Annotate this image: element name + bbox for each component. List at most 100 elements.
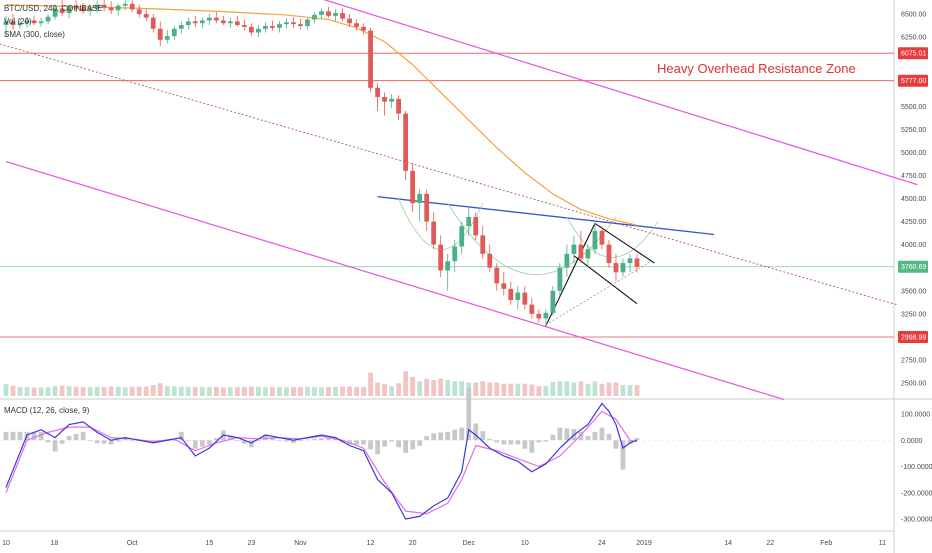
price-tag-0 xyxy=(898,47,928,60)
time-tick-label-3: 15 xyxy=(205,540,213,547)
volume-bar-74 xyxy=(522,383,528,396)
volume-bar-78 xyxy=(550,382,556,396)
candle-body-15 xyxy=(108,7,114,11)
histogram-bar-60 xyxy=(424,436,430,441)
volume-bar-51 xyxy=(361,387,366,396)
price-tag-label-1: 5777.00 xyxy=(901,78,926,85)
candle-body-17 xyxy=(122,3,128,6)
histogram-bar-59 xyxy=(417,440,423,446)
candle-body-83 xyxy=(585,249,591,259)
sma-line xyxy=(5,4,638,226)
volume-bar-63 xyxy=(445,380,451,396)
resistance-zone-annotation: Heavy Overhead Resistance Zone xyxy=(657,61,856,76)
candle-body-54 xyxy=(382,97,387,102)
signal-line xyxy=(5,410,638,515)
histogram-bar-26 xyxy=(185,440,191,442)
candle-body-31 xyxy=(220,20,226,24)
volume-bar-82 xyxy=(578,381,584,396)
candle-body-21 xyxy=(150,17,156,29)
volume-bar-29 xyxy=(206,387,212,396)
histogram-bar-35 xyxy=(248,440,254,448)
candle-body-81 xyxy=(571,244,577,254)
histogram-bar-64 xyxy=(452,429,458,441)
overlay-layer xyxy=(0,0,918,401)
volume-bar-34 xyxy=(241,387,247,396)
candle-body-87 xyxy=(613,263,619,273)
histogram-bar-44 xyxy=(312,438,317,441)
price-tag-1 xyxy=(898,74,928,87)
histogram-bar-43 xyxy=(305,439,310,441)
histogram-bar-40 xyxy=(284,440,289,442)
candle-body-59 xyxy=(417,193,423,204)
candle-body-14 xyxy=(101,4,107,8)
volume-bar-44 xyxy=(312,387,317,396)
candle-body-2 xyxy=(17,23,23,26)
candle-body-50 xyxy=(354,23,359,27)
candle-body-62 xyxy=(438,244,444,271)
histogram-bar-65 xyxy=(459,427,465,441)
volume-bar-32 xyxy=(227,387,233,396)
volume-bar-76 xyxy=(536,386,542,396)
candle-body-64 xyxy=(452,246,458,262)
histogram-bar-6 xyxy=(45,440,51,443)
volume-bar-40 xyxy=(284,387,289,396)
candle-body-20 xyxy=(143,14,149,18)
candle-body-70 xyxy=(494,267,500,284)
histogram-bar-77 xyxy=(543,440,549,442)
candle-body-39 xyxy=(277,24,282,28)
histogram-bar-53 xyxy=(375,440,380,455)
sma-legend[interactable]: SMA (300, close) xyxy=(4,30,65,39)
volume-legend[interactable]: Vol (20) xyxy=(4,17,32,26)
volume-bar-8 xyxy=(59,385,65,396)
macd-legend[interactable]: MACD (12, 26, close, 9) xyxy=(4,406,90,415)
symbol-legend[interactable]: BTC/USD, 240, COINBASE xyxy=(4,4,103,13)
volume-bar-80 xyxy=(564,381,570,396)
histogram-bar-52 xyxy=(368,440,373,450)
histogram-bar-0 xyxy=(3,431,9,441)
histogram-bar-2 xyxy=(17,431,23,441)
volume-bar-27 xyxy=(192,387,198,396)
candle-body-47 xyxy=(333,13,338,16)
volume-bar-41 xyxy=(291,387,296,396)
histogram-bar-41 xyxy=(291,440,296,444)
histogram-bar-73 xyxy=(515,440,521,445)
volume-bar-24 xyxy=(171,386,177,396)
candle-body-66 xyxy=(466,216,472,227)
volume-bar-28 xyxy=(199,387,205,396)
histogram-bar-37 xyxy=(263,434,268,441)
candle-body-61 xyxy=(431,221,437,245)
candle-body-1 xyxy=(10,21,16,26)
volume-bar-5 xyxy=(38,387,44,396)
histogram-bar-9 xyxy=(66,436,72,441)
candle-body-4 xyxy=(31,20,37,24)
volume-bar-1 xyxy=(10,385,16,396)
histogram-bar-70 xyxy=(494,440,500,443)
volume-bar-21 xyxy=(150,385,156,396)
volume-bar-0 xyxy=(3,384,9,396)
volume-bar-6 xyxy=(45,387,51,396)
candle-body-37 xyxy=(263,25,268,29)
price-tick-label-3: 5250.00 xyxy=(901,127,926,134)
macd-tick-label-1: 0.0000 xyxy=(901,438,923,445)
histogram-bar-39 xyxy=(277,440,282,442)
candle-body-9 xyxy=(66,6,72,14)
candle-body-0 xyxy=(3,21,9,26)
volume-bar-71 xyxy=(501,383,507,396)
candle-body-3 xyxy=(24,20,30,24)
candle-body-30 xyxy=(213,17,219,21)
volume-layer xyxy=(3,371,640,396)
volume-bar-15 xyxy=(108,386,114,396)
histogram-bar-50 xyxy=(354,440,359,445)
candle-body-44 xyxy=(312,14,317,20)
macd-tick-label-0: 100.0000 xyxy=(901,412,930,419)
candle-body-52 xyxy=(368,30,373,88)
volume-bar-83 xyxy=(585,383,591,396)
candle-body-86 xyxy=(606,244,612,264)
candle-body-10 xyxy=(73,6,79,9)
candle-body-63 xyxy=(445,261,451,271)
candle-body-78 xyxy=(550,290,556,313)
volume-bar-54 xyxy=(382,383,387,396)
histogram-bar-12 xyxy=(87,440,93,442)
time-tick-label-13: 22 xyxy=(766,540,774,547)
